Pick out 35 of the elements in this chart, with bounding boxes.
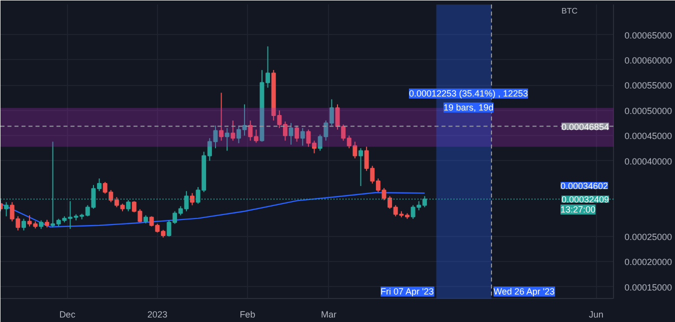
ref-line-label: 0.00032409 bbox=[562, 194, 610, 205]
y-tick-label: 0.00045000 bbox=[624, 131, 672, 142]
candlestick bbox=[294, 125, 300, 142]
annotation: Fri 07 Apr '23 bbox=[380, 286, 434, 296]
y-tick-label: 0.00060000 bbox=[624, 55, 672, 66]
candlestick bbox=[288, 122, 294, 146]
x-tick-label: 2023 bbox=[147, 310, 168, 320]
y-tick-label: 0.00025000 bbox=[624, 232, 672, 242]
ref-line-label: 0.00046854 bbox=[562, 122, 610, 132]
candlestick bbox=[230, 120, 236, 142]
candlestick bbox=[4, 202, 9, 217]
x-tick-label: Dec bbox=[59, 310, 76, 320]
annotation: 19 bars, 19d bbox=[443, 102, 494, 112]
x-tick-label: Feb bbox=[240, 310, 256, 320]
line-series bbox=[0, 192, 426, 228]
annotation: 13:27:00 bbox=[560, 204, 596, 214]
candlestick bbox=[300, 128, 305, 146]
candlestick bbox=[126, 200, 131, 212]
y-tick-label: 0.00050000 bbox=[624, 106, 672, 116]
candlestick bbox=[190, 192, 194, 206]
x-tick-label: Jun bbox=[588, 310, 604, 320]
candlestick bbox=[224, 128, 230, 152]
annotation: 0.00012253 (35.41%) , 12253 bbox=[408, 88, 528, 98]
y-tick-label: 0.00015000 bbox=[624, 282, 672, 292]
candlestick bbox=[219, 92, 224, 142]
x-tick-label: Mar bbox=[321, 310, 337, 320]
y-tick-label: 0.00055000 bbox=[624, 80, 672, 91]
annotation: 0.00034602 bbox=[560, 181, 608, 191]
y-tick-label: 0.00020000 bbox=[624, 257, 672, 268]
y-axis-title: BTC bbox=[562, 6, 578, 16]
annotation: Wed 26 Apr '23 bbox=[493, 286, 555, 296]
y-tick-label: 0.00040000 bbox=[624, 156, 672, 166]
candlestick bbox=[22, 218, 26, 231]
y-tick-label: 0.00065000 bbox=[624, 30, 672, 40]
candlestick bbox=[358, 148, 363, 187]
